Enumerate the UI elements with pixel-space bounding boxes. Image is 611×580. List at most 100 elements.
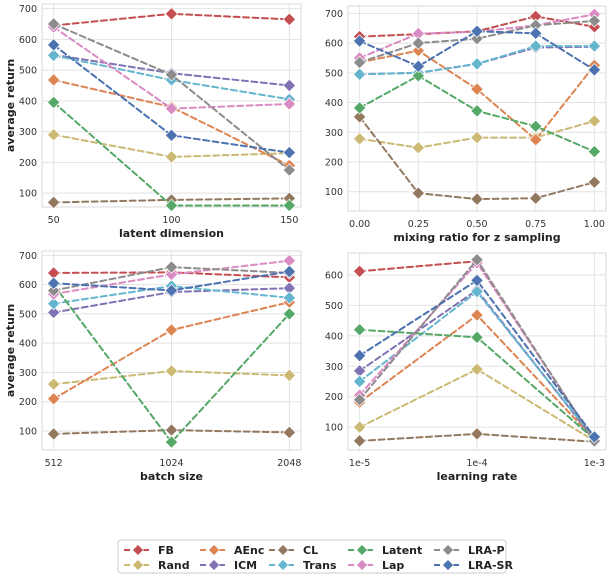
data-point-lra-sr [282,145,297,160]
data-point-lra-sr [352,348,367,363]
y-tick-label: 600 [325,39,343,50]
data-point-aenc [411,43,425,58]
y-tick-label: 200 [325,157,343,168]
data-point-latent [282,307,297,321]
data-point-rand [470,362,484,377]
legend-label: Rand [158,559,190,572]
data-point-lra-p [470,253,484,267]
series-cl [46,423,297,441]
y-tick-label: 300 [19,368,37,379]
data-point-rand [352,132,367,146]
data-point-lra-p [411,36,425,50]
y-tick-label: 500 [325,301,343,312]
data-point-icm [282,78,297,93]
legend-marker [442,559,454,571]
legend-marker [132,559,144,571]
data-point-lra-sr [529,26,543,41]
y-tick-label: 500 [19,309,37,320]
y-tick-label: 200 [19,158,37,169]
x-axis-label: batch size [140,470,203,483]
y-tick-label: 100 [19,426,37,437]
y-tick-label: 300 [19,127,37,138]
legend-label: Trans [303,559,337,572]
legend-item-aenc: AEnc [200,544,264,557]
data-point-cl [587,175,602,189]
y-axis-label: average return [4,304,17,397]
data-point-lra-sr [164,128,179,143]
data-point-rand [164,364,179,378]
y-tick-label: 600 [325,270,343,281]
panel-p2: 100 200 300 400 500 600 700 0.00 0.25 0.50 0.75 1.0… [325,5,607,244]
data-point-rand [411,141,425,155]
data-point-lra-p [282,163,297,177]
x-tick-label: 1.00 [584,219,605,230]
legend: FB AEnc CL Latent LRA-P Rand ICM Trans Lap LRA-SR [117,539,513,574]
data-point-fb [282,12,297,27]
x-tick-label: 1e-4 [466,458,487,469]
legend-label: AEnc [234,544,264,557]
data-point-lra-sr [46,38,61,52]
legend-label: LRA-SR [468,559,513,572]
series-lra-sr [46,38,297,160]
legend-marker [208,559,220,571]
legend-item-lra-p: LRA-P [434,544,505,557]
data-point-lap [164,267,179,282]
legend-marker [208,544,220,556]
y-tick-label: 100 [325,423,343,434]
data-point-latent [529,119,543,134]
x-axis-label: mixing ratio for z sampling [393,231,560,244]
x-tick-label: 0.75 [525,219,546,230]
data-point-rand [470,130,484,145]
y-tick-label: 700 [325,9,343,20]
y-tick-label: 400 [325,331,343,342]
series-line-rand [358,368,596,442]
data-point-cl [352,110,367,124]
data-point-lra-sr [46,276,61,290]
data-point-rand [46,128,61,142]
y-tick-label: 400 [19,96,37,107]
data-point-aenc [46,392,61,406]
data-point-latent [46,95,61,110]
data-point-trans [470,284,484,299]
legend-label: Lap [382,559,404,572]
x-tick-label: 0.50 [466,219,487,230]
data-point-cl [411,186,425,200]
x-tick-label: 100 [162,215,180,226]
series-line-lap [358,13,596,59]
series-lra-sr [46,264,297,298]
data-point-lra-p [46,283,61,298]
data-point-lra-p [352,55,367,70]
panel-p4: 100 200 300 400 500 600 1e-5 1e-4 1e-3 learning r… [325,252,607,483]
legend-marker [442,544,454,556]
data-point-trans [470,57,484,71]
legend-label: FB [158,544,174,557]
data-point-aenc [470,308,484,322]
y-tick-label: 600 [19,35,37,46]
legend-item-cl: CL [269,544,318,557]
y-tick-label: 100 [325,187,343,198]
data-point-trans [587,39,602,53]
data-point-rand [164,150,179,164]
series-latent [352,69,602,159]
data-point-rand [46,377,61,391]
x-tick-label: 2048 [277,458,301,469]
legend-item-icm: ICM [200,559,257,572]
legend-item-fb: FB [124,544,174,557]
data-point-lra-sr [411,59,425,74]
data-point-fb [352,264,367,278]
series-rand [46,364,297,391]
x-tick-label: 1e-3 [584,458,605,469]
panel-p1: 100 200 300 400 500 600 700 50 100 150 latent dime… [4,3,302,240]
data-point-cl [282,425,297,440]
legend-marker [356,544,368,556]
data-point-lra-sr [352,34,367,48]
data-point-lra-p [352,393,367,407]
data-point-cl [470,192,484,206]
legend-item-lra-sr: LRA-SR [434,559,513,572]
data-point-fb [164,7,179,21]
data-point-lap [282,97,297,111]
series-rand [352,114,602,155]
data-point-cl [46,195,61,210]
x-axis-label: latent dimension [119,227,224,240]
legend-marker [277,544,289,556]
